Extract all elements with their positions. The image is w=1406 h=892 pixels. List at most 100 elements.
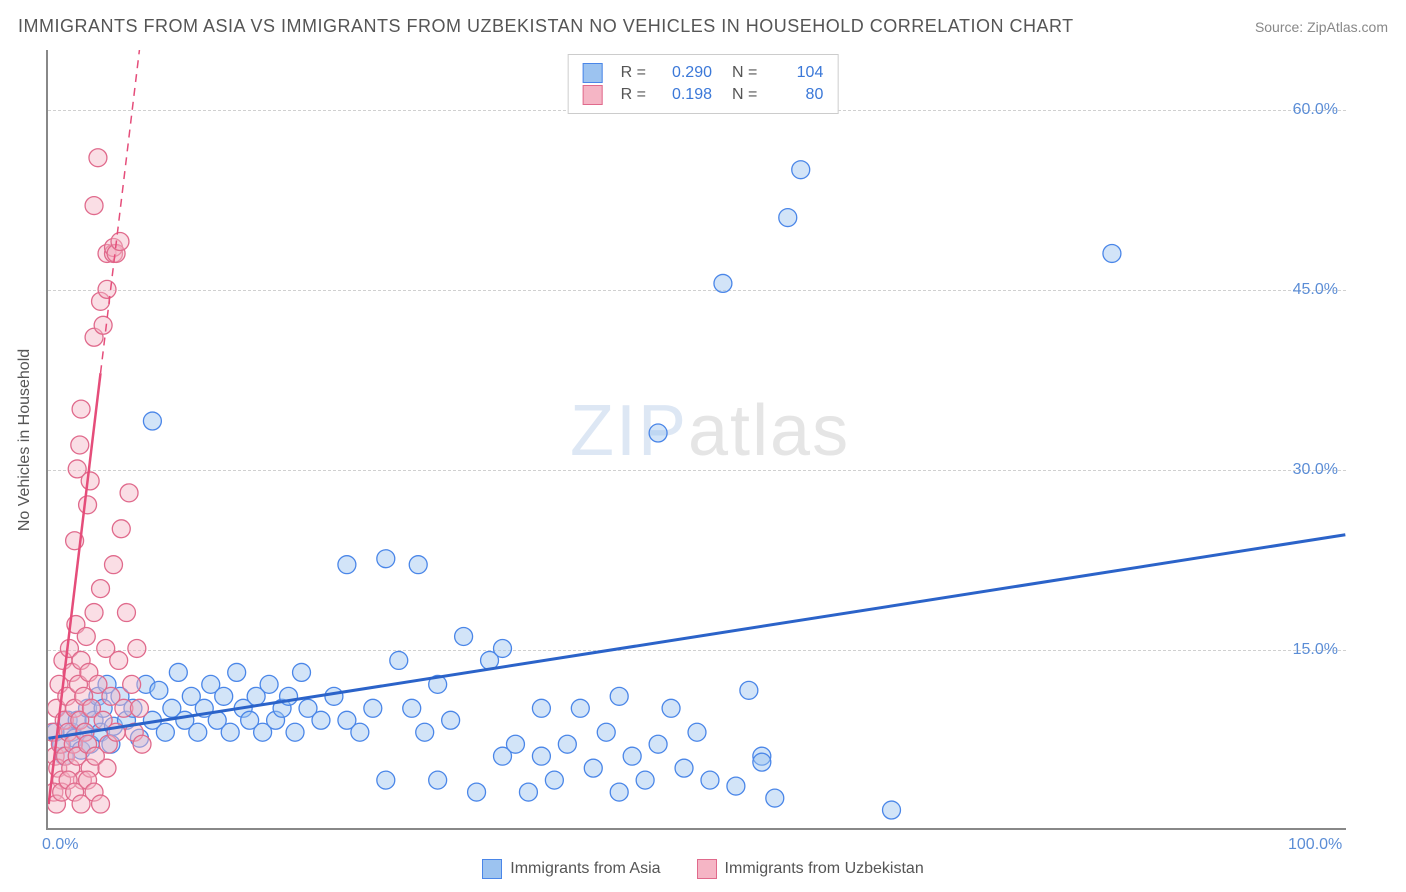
data-point-asia [714, 274, 732, 292]
x-tick-label: 100.0% [1288, 836, 1342, 854]
data-point-asia [403, 699, 421, 717]
data-point-asia [442, 711, 460, 729]
data-point-asia [688, 723, 706, 741]
legend-n-label: N = [732, 64, 757, 82]
correlation-legend: R =0.290N =104R =0.198N =80 [568, 54, 839, 114]
legend-n-value: 104 [767, 64, 823, 82]
data-point-uzbekistan [81, 472, 99, 490]
trend-line-asia [49, 535, 1346, 738]
legend-r-label: R = [621, 86, 646, 104]
chart-title: IMMIGRANTS FROM ASIA VS IMMIGRANTS FROM … [18, 16, 1074, 37]
data-point-uzbekistan [77, 628, 95, 646]
x-axis-legend: Immigrants from Asia Immigrants from Uzbe… [0, 859, 1406, 884]
data-point-asia [792, 161, 810, 179]
data-point-asia [325, 687, 343, 705]
data-point-uzbekistan [117, 604, 135, 622]
legend-swatch-uzbekistan [583, 85, 603, 105]
data-point-asia [649, 735, 667, 753]
data-point-uzbekistan [92, 795, 110, 813]
data-point-asia [409, 556, 427, 574]
data-point-uzbekistan [94, 316, 112, 334]
data-point-asia [532, 699, 550, 717]
data-point-asia [883, 801, 901, 819]
data-point-uzbekistan [105, 556, 123, 574]
data-point-uzbekistan [130, 699, 148, 717]
data-point-uzbekistan [85, 197, 103, 215]
x-legend-item-uzbekistan: Immigrants from Uzbekistan [697, 859, 924, 879]
data-point-asia [506, 735, 524, 753]
data-point-uzbekistan [123, 675, 141, 693]
data-point-asia [215, 687, 233, 705]
data-point-asia [169, 663, 187, 681]
data-point-asia [636, 771, 654, 789]
data-point-asia [519, 783, 537, 801]
scatter-plot-svg [48, 50, 1346, 828]
data-point-asia [377, 550, 395, 568]
data-point-asia [662, 699, 680, 717]
data-point-asia [597, 723, 615, 741]
data-point-uzbekistan [98, 280, 116, 298]
data-point-asia [293, 663, 311, 681]
data-point-asia [143, 412, 161, 430]
data-point-asia [571, 699, 589, 717]
data-point-asia [429, 771, 447, 789]
data-point-asia [156, 723, 174, 741]
data-point-uzbekistan [71, 436, 89, 454]
data-point-asia [610, 783, 628, 801]
x-legend-swatch-uzbekistan [697, 859, 717, 879]
trend-line-dashed-uzbekistan [101, 50, 140, 373]
data-point-asia [766, 789, 784, 807]
data-point-asia [338, 556, 356, 574]
data-point-uzbekistan [128, 639, 146, 657]
data-point-asia [753, 753, 771, 771]
plot-area: 15.0%30.0%45.0%60.0%0.0%100.0% [46, 50, 1346, 830]
data-point-asia [377, 771, 395, 789]
data-point-uzbekistan [133, 735, 151, 753]
legend-n-label: N = [732, 86, 757, 104]
data-point-asia [455, 628, 473, 646]
data-point-uzbekistan [79, 496, 97, 514]
data-point-asia [390, 651, 408, 669]
data-point-asia [1103, 245, 1121, 263]
data-point-asia [779, 209, 797, 227]
y-axis-title: No Vehicles in Household [16, 349, 34, 531]
data-point-uzbekistan [120, 484, 138, 502]
source-label: Source: ZipAtlas.com [1255, 19, 1388, 35]
data-point-uzbekistan [111, 233, 129, 251]
data-point-asia [416, 723, 434, 741]
data-point-asia [558, 735, 576, 753]
data-point-asia [675, 759, 693, 777]
data-point-asia [623, 747, 641, 765]
data-point-asia [610, 687, 628, 705]
data-point-asia [740, 681, 758, 699]
legend-r-label: R = [621, 64, 646, 82]
data-point-uzbekistan [110, 651, 128, 669]
data-point-uzbekistan [92, 580, 110, 598]
data-point-asia [260, 675, 278, 693]
data-point-asia [228, 663, 246, 681]
data-point-asia [364, 699, 382, 717]
data-point-asia [189, 723, 207, 741]
header: IMMIGRANTS FROM ASIA VS IMMIGRANTS FROM … [18, 16, 1388, 37]
data-point-asia [649, 424, 667, 442]
data-point-asia [150, 681, 168, 699]
x-legend-item-asia: Immigrants from Asia [482, 859, 660, 879]
legend-row-uzbekistan: R = 0.198 N = 80 [583, 85, 824, 105]
data-point-uzbekistan [89, 149, 107, 167]
x-legend-swatch-asia [482, 859, 502, 879]
data-point-asia [532, 747, 550, 765]
data-point-uzbekistan [98, 759, 116, 777]
legend-r-value: 0.198 [656, 86, 712, 104]
legend-n-value: 80 [767, 86, 823, 104]
data-point-asia [286, 723, 304, 741]
legend-swatch-asia [583, 63, 603, 83]
x-legend-label: Immigrants from Uzbekistan [725, 860, 924, 878]
data-point-uzbekistan [72, 400, 90, 418]
x-tick-label: 0.0% [42, 836, 78, 854]
data-point-uzbekistan [85, 604, 103, 622]
data-point-asia [494, 639, 512, 657]
data-point-asia [584, 759, 602, 777]
data-point-asia [727, 777, 745, 795]
data-point-asia [468, 783, 486, 801]
x-legend-label: Immigrants from Asia [510, 860, 660, 878]
